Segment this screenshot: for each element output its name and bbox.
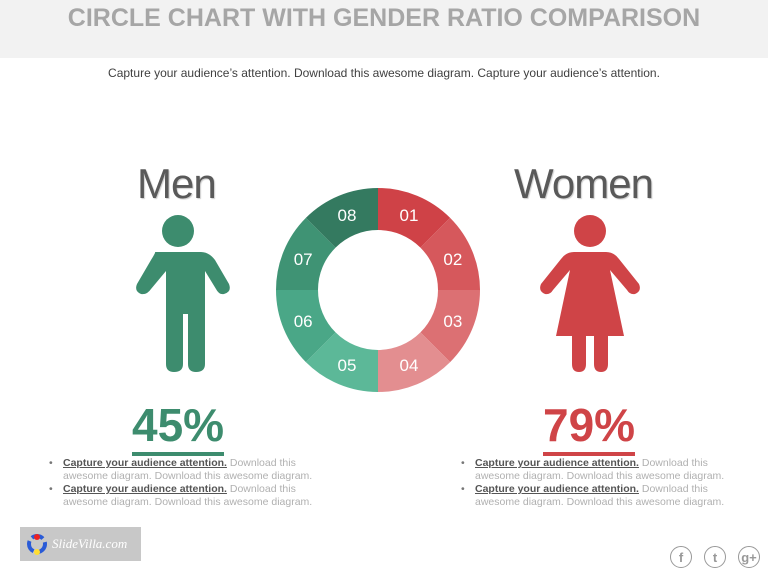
bullet-item: Capture your audience attention. Downloa… bbox=[457, 483, 727, 509]
twitter-icon[interactable]: t bbox=[704, 546, 726, 568]
bullet-item: Capture your audience attention. Downloa… bbox=[457, 457, 727, 483]
segment-label: 06 bbox=[294, 312, 313, 331]
segment-label: 04 bbox=[400, 356, 419, 375]
logo: SlideVilla.com bbox=[20, 527, 141, 561]
women-label: Women bbox=[514, 160, 654, 207]
bullet-item: Capture your audience attention. Downloa… bbox=[45, 483, 315, 509]
logo-icon bbox=[27, 534, 47, 555]
logo-text: SlideVilla.com bbox=[52, 536, 128, 551]
donut-segment-07 bbox=[276, 217, 336, 290]
bullet-bold: Capture your audience attention. bbox=[63, 457, 227, 469]
man-icon bbox=[136, 215, 230, 372]
bullet-bold: Capture your audience attention. bbox=[63, 483, 227, 495]
facebook-icon[interactable]: f bbox=[670, 546, 692, 568]
segment-label: 02 bbox=[443, 250, 462, 269]
donut-segment-02 bbox=[420, 217, 480, 290]
segment-label: 08 bbox=[338, 206, 357, 225]
bullet-item: Capture your audience attention. Downloa… bbox=[45, 457, 315, 483]
donut-segment-05 bbox=[305, 332, 378, 392]
bullet-text: Download this awesome diagram. Download … bbox=[475, 483, 725, 508]
donut-chart: 01 02 03 04 05 06 07 08 bbox=[276, 188, 480, 392]
donut-segment-06 bbox=[276, 290, 336, 363]
men-bullets: Capture your audience attention. Downloa… bbox=[45, 457, 315, 509]
women-bullets: Capture your audience attention. Downloa… bbox=[457, 457, 727, 509]
bullet-text: Download this awesome diagram. Download … bbox=[475, 457, 725, 482]
bullet-bold: Capture your audience attention. bbox=[475, 457, 639, 469]
page-subtitle: Capture your audience’s attention. Downl… bbox=[108, 66, 660, 80]
bullet-text: Download this awesome diagram. Download … bbox=[63, 457, 313, 482]
segment-label: 07 bbox=[294, 250, 313, 269]
woman-icon bbox=[540, 215, 640, 372]
donut-segment-03 bbox=[420, 290, 480, 363]
segment-label: 01 bbox=[400, 206, 419, 225]
page-title: CIRCLE CHART WITH GENDER RATIO COMPARISO… bbox=[67, 4, 701, 32]
segment-label: 05 bbox=[338, 356, 357, 375]
men-percent: 45% bbox=[132, 398, 225, 456]
google-plus-icon[interactable]: g+ bbox=[738, 546, 760, 568]
donut-segment-01 bbox=[378, 188, 451, 248]
bullet-text: Download this awesome diagram. Download … bbox=[63, 483, 313, 508]
segment-label: 03 bbox=[443, 312, 462, 331]
donut-segment-08 bbox=[305, 188, 378, 248]
women-percent: 79% bbox=[543, 398, 636, 456]
donut-segment-04 bbox=[378, 332, 451, 392]
men-label: Men bbox=[137, 160, 217, 207]
header-band bbox=[0, 0, 768, 58]
bullet-bold: Capture your audience attention. bbox=[475, 483, 639, 495]
